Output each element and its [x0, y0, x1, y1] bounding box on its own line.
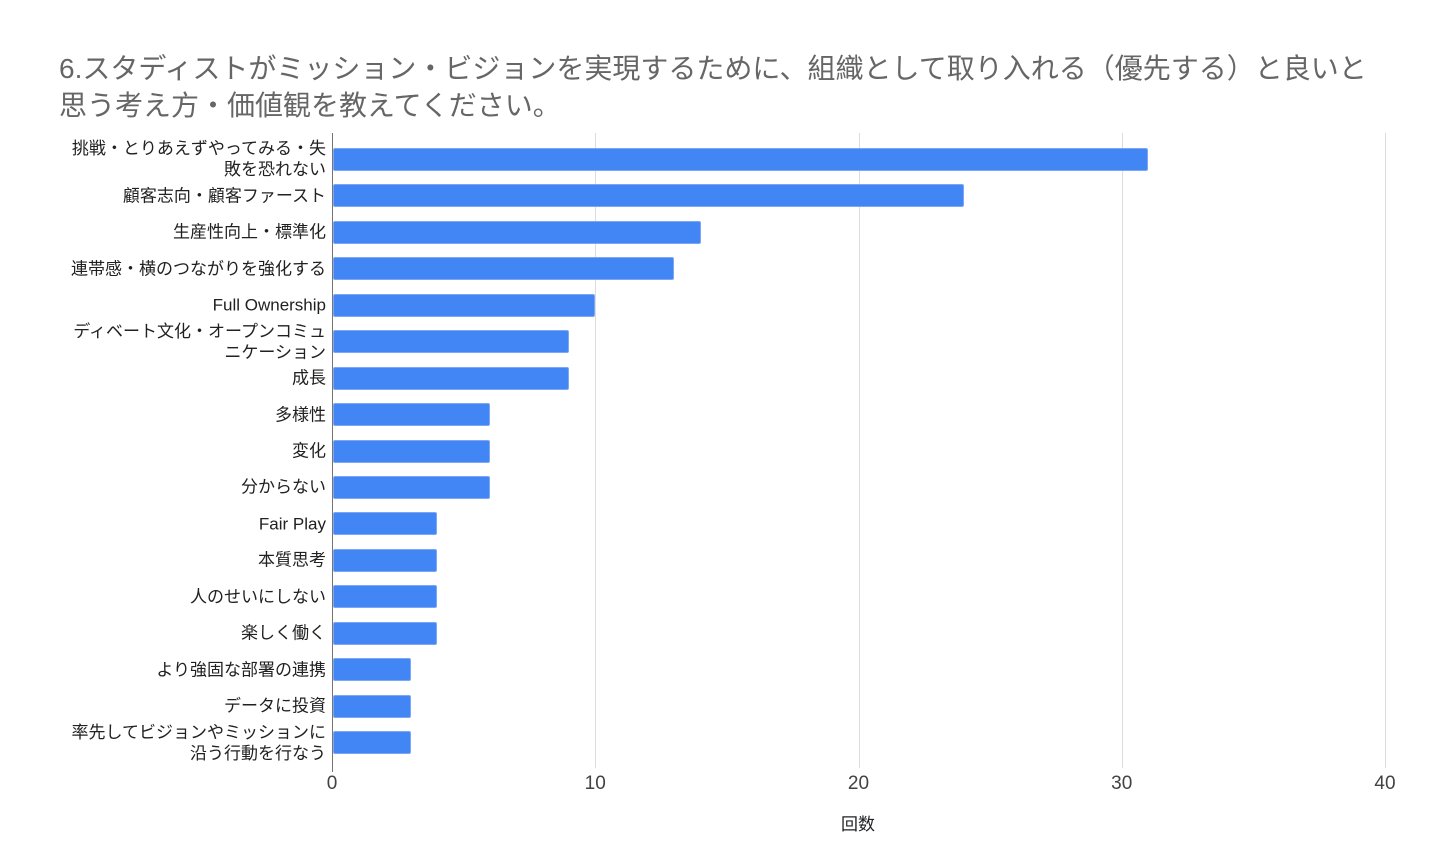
- bar[interactable]: [333, 512, 438, 536]
- x-tick-label: 30: [1111, 773, 1133, 794]
- gridline: [1121, 133, 1123, 768]
- x-tick-label: 40: [1374, 773, 1396, 794]
- bar[interactable]: [333, 366, 569, 390]
- category-label: 楽しく働く: [241, 623, 326, 643]
- bar[interactable]: [333, 257, 675, 281]
- gridline: [858, 133, 860, 768]
- category-label: Fair Play: [258, 514, 326, 534]
- category-label: 生産性向上・標準化: [173, 222, 326, 242]
- category-label: 多様性: [275, 405, 326, 425]
- category-label: 本質思考: [258, 550, 326, 570]
- category-label: 挑戦・とりあえずやってみる・失敗を恐れない: [71, 139, 326, 180]
- bar[interactable]: [333, 220, 701, 244]
- bar[interactable]: [333, 184, 964, 208]
- bar[interactable]: [333, 330, 569, 354]
- category-label: 連帯感・横のつながりを強化する: [71, 259, 326, 279]
- chart-title: 6.スタディストがミッション・ビジョンを実現するために、組織として取り入れる（優…: [59, 53, 1367, 121]
- category-label: より強固な部署の連携: [156, 660, 326, 680]
- bar[interactable]: [333, 439, 490, 463]
- bar[interactable]: [333, 147, 1149, 171]
- bar[interactable]: [333, 403, 490, 427]
- category-label: Full Ownership: [212, 295, 326, 315]
- category-label: データに投資: [224, 696, 326, 716]
- x-axis-title: 回数: [841, 815, 875, 834]
- bar[interactable]: [333, 658, 411, 682]
- category-label: 分からない: [241, 477, 326, 497]
- bar[interactable]: [333, 731, 411, 755]
- category-label: 成長: [292, 368, 326, 388]
- gridline: [1385, 133, 1386, 768]
- x-tick-label: 20: [847, 773, 870, 794]
- bar[interactable]: [333, 475, 490, 499]
- bar[interactable]: [333, 585, 438, 609]
- category-label: 変化: [292, 441, 326, 461]
- gridline: [595, 133, 597, 768]
- bar[interactable]: [333, 694, 411, 718]
- category-label: 顧客志向・顧客ファースト: [122, 186, 326, 206]
- axis-baseline: [332, 133, 333, 772]
- bar[interactable]: [333, 548, 438, 572]
- category-label: 人のせいにしない: [190, 587, 326, 607]
- bar[interactable]: [333, 621, 438, 645]
- category-label: 率先してビジョンやミッションに沿う行動を行なう: [71, 722, 327, 763]
- x-tick-label: 10: [584, 773, 606, 794]
- x-tick-label: 0: [326, 773, 338, 794]
- category-label: ディベート文化・オープンコミュニケーション: [73, 321, 326, 362]
- bar[interactable]: [333, 293, 596, 317]
